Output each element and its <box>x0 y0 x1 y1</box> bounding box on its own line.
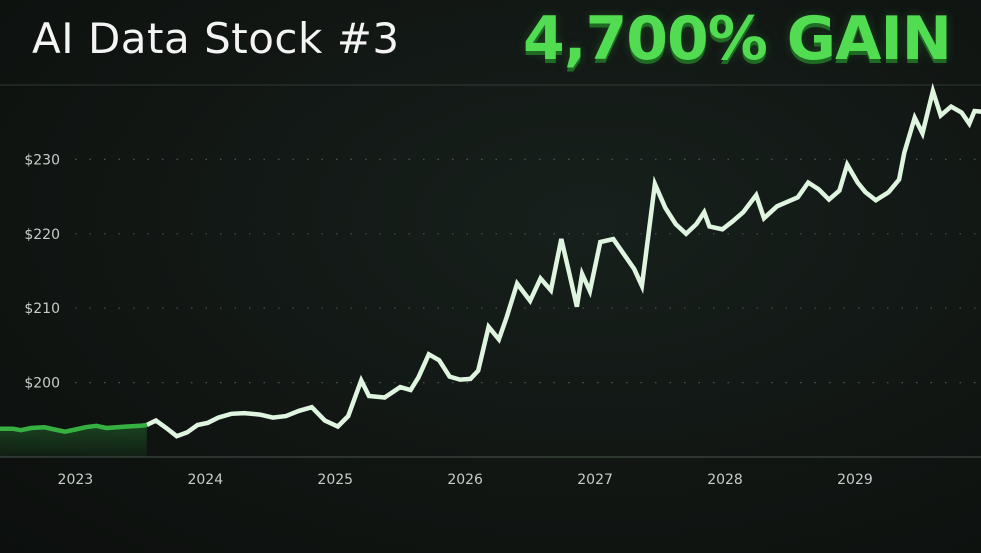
y-tick-label: $230 <box>24 152 60 168</box>
gridlines <box>75 158 981 384</box>
gain-headline: 4,700% GAIN <box>522 4 952 74</box>
x-tick-label: 2024 <box>187 472 223 488</box>
series-line-historical <box>0 422 148 434</box>
chart-title: AI Data Stock #3 <box>32 14 400 63</box>
x-tick-label: 2023 <box>58 472 94 488</box>
historical-area <box>0 425 147 457</box>
y-axis-ticks: $200 $210 $220 $230 <box>24 152 60 391</box>
y-tick-label: $220 <box>24 227 60 243</box>
series-lines <box>0 82 981 439</box>
x-tick-label: 2029 <box>837 472 873 488</box>
x-tick-label: 2028 <box>707 472 743 488</box>
x-axis-ticks: 2023 2024 2025 2026 2027 2028 2029 <box>58 472 873 488</box>
x-tick-label: 2026 <box>447 472 483 488</box>
y-tick-label: $210 <box>24 301 60 317</box>
x-tick-label: 2025 <box>317 472 353 488</box>
y-tick-label: $200 <box>24 376 60 392</box>
series-line-projection <box>145 82 981 439</box>
x-tick-label: 2027 <box>577 472 613 488</box>
